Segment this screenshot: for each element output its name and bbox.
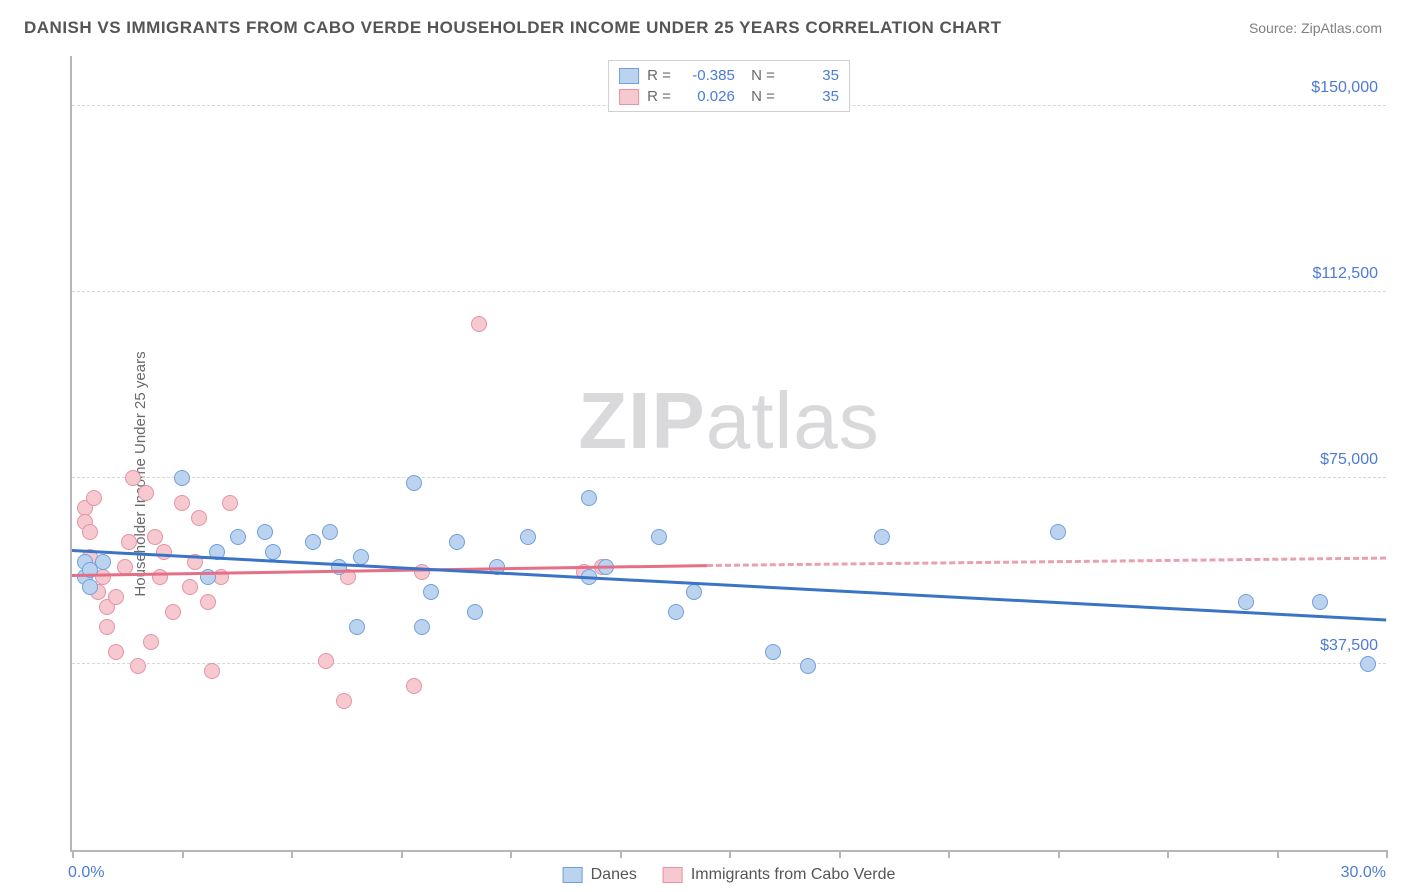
legend-series-label: Danes <box>591 866 637 884</box>
legend-n-label: N = <box>743 88 775 105</box>
legend-swatch-icon <box>663 867 683 883</box>
data-point <box>165 604 181 620</box>
data-point <box>95 554 111 570</box>
data-point <box>305 534 321 550</box>
data-point <box>99 619 115 635</box>
data-point <box>318 653 334 669</box>
legend-swatch-icon <box>563 867 583 883</box>
x-tick <box>510 850 512 858</box>
legend-r-value: 0.026 <box>679 88 735 105</box>
data-point <box>520 529 536 545</box>
data-point <box>182 579 198 595</box>
gridline <box>72 291 1386 292</box>
data-point <box>174 470 190 486</box>
source-label: Source: ZipAtlas.com <box>1249 20 1382 36</box>
data-point <box>191 510 207 526</box>
data-point <box>138 485 154 501</box>
legend-r-label: R = <box>647 67 671 84</box>
data-point <box>686 584 702 600</box>
x-axis-start-label: 0.0% <box>68 864 104 882</box>
data-point <box>406 678 422 694</box>
x-tick <box>182 850 184 858</box>
legend-n-value: 35 <box>783 88 839 105</box>
data-point <box>406 475 422 491</box>
data-point <box>204 663 220 679</box>
data-point <box>230 529 246 545</box>
legend-swatch-icon <box>619 89 639 105</box>
data-point <box>125 470 141 486</box>
chart-container: Householder Income Under 25 years ZIPatl… <box>24 56 1386 892</box>
data-point <box>874 529 890 545</box>
x-tick <box>1058 850 1060 858</box>
x-tick <box>839 850 841 858</box>
data-point <box>349 619 365 635</box>
chart-title: DANISH VS IMMIGRANTS FROM CABO VERDE HOU… <box>24 18 1001 38</box>
plot-area: ZIPatlas R = -0.385 N = 35 R = 0.026 N =… <box>70 56 1386 852</box>
data-point <box>1312 594 1328 610</box>
data-point <box>651 529 667 545</box>
data-point <box>82 579 98 595</box>
data-point <box>353 549 369 565</box>
gridline <box>72 477 1386 478</box>
data-point <box>257 524 273 540</box>
data-point <box>121 534 137 550</box>
x-tick <box>1167 850 1169 858</box>
data-point <box>143 634 159 650</box>
data-point <box>765 644 781 660</box>
legend-row: R = 0.026 N = 35 <box>619 86 839 107</box>
y-tick-label: $112,500 <box>1312 265 1378 283</box>
data-point <box>108 644 124 660</box>
legend-swatch-icon <box>619 68 639 84</box>
y-tick-label: $150,000 <box>1311 79 1378 97</box>
data-point <box>800 658 816 674</box>
data-point <box>467 604 483 620</box>
legend-item: Immigrants from Cabo Verde <box>663 866 896 884</box>
data-point <box>147 529 163 545</box>
legend-n-label: N = <box>743 67 775 84</box>
data-point <box>200 594 216 610</box>
x-tick <box>620 850 622 858</box>
x-tick <box>729 850 731 858</box>
y-tick-label: $75,000 <box>1320 451 1378 469</box>
data-point <box>265 544 281 560</box>
data-point <box>156 544 172 560</box>
data-point <box>222 495 238 511</box>
series-legend: Danes Immigrants from Cabo Verde <box>563 866 896 884</box>
data-point <box>414 619 430 635</box>
data-point <box>82 524 98 540</box>
y-tick-label: $37,500 <box>1320 637 1378 655</box>
watermark: ZIPatlas <box>578 375 879 467</box>
x-tick <box>948 850 950 858</box>
correlation-legend: R = -0.385 N = 35 R = 0.026 N = 35 <box>608 60 850 112</box>
data-point <box>423 584 439 600</box>
data-point <box>152 569 168 585</box>
data-point <box>1238 594 1254 610</box>
data-point <box>130 658 146 674</box>
x-tick <box>291 850 293 858</box>
legend-item: Danes <box>563 866 637 884</box>
x-tick <box>1277 850 1279 858</box>
x-axis-end-label: 30.0% <box>1341 864 1386 882</box>
trend-line <box>707 557 1386 567</box>
data-point <box>1050 524 1066 540</box>
data-point <box>86 490 102 506</box>
x-tick <box>72 850 74 858</box>
legend-row: R = -0.385 N = 35 <box>619 65 839 86</box>
legend-n-value: 35 <box>783 67 839 84</box>
data-point <box>471 316 487 332</box>
legend-r-label: R = <box>647 88 671 105</box>
data-point <box>668 604 684 620</box>
data-point <box>581 490 597 506</box>
x-tick <box>401 850 403 858</box>
x-tick <box>1386 850 1388 858</box>
legend-series-label: Immigrants from Cabo Verde <box>691 866 896 884</box>
data-point <box>108 589 124 605</box>
data-point <box>174 495 190 511</box>
data-point <box>1360 656 1376 672</box>
data-point <box>322 524 338 540</box>
legend-r-value: -0.385 <box>679 67 735 84</box>
gridline <box>72 663 1386 664</box>
data-point <box>449 534 465 550</box>
data-point <box>336 693 352 709</box>
